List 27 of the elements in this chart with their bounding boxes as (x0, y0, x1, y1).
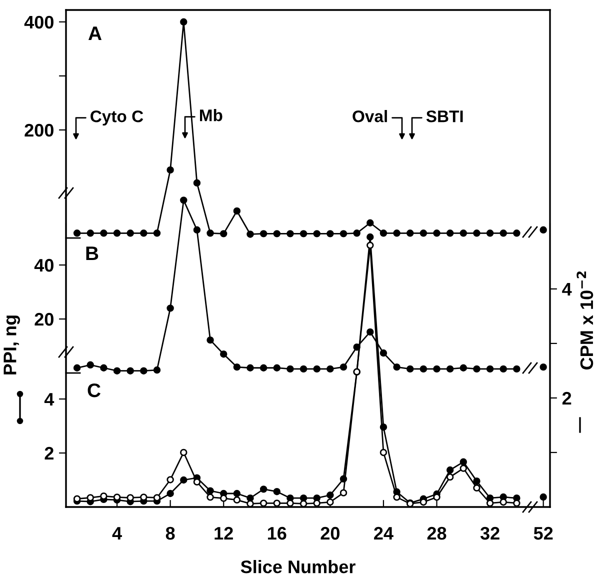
y2-tick-label: 4 (562, 283, 572, 296)
text: A (88, 26, 102, 40)
y-tick-label: 200 (24, 124, 54, 137)
x-tick-label: 12 (214, 526, 233, 540)
x-tick-label: 20 (320, 526, 340, 540)
y2-tick-label: 2 (562, 392, 572, 405)
y-tick-label: 4 (44, 393, 54, 406)
x-axis-title: Slice Number (240, 560, 356, 574)
y-tick-label: 2 (44, 446, 54, 460)
x-tick-label: 16 (268, 526, 286, 540)
annotation: Mb (200, 109, 222, 122)
y-tick-label: 40 (34, 258, 54, 272)
text: B (86, 246, 98, 260)
x-tick-label: 32 (480, 526, 500, 540)
annotation: Cyto C (90, 110, 144, 126)
x-tick-label: 28 (427, 526, 446, 540)
y-tick-label: 20 (34, 312, 54, 326)
y-tick-label: 400 (24, 16, 54, 29)
x-tick-label: 8 (166, 526, 175, 540)
y2-axis-title: CPM x 10$^{−2}$ (576, 271, 594, 370)
text: C (88, 383, 101, 398)
annotation: Oval (352, 110, 387, 122)
x-tick-label: 24 (374, 526, 394, 540)
x-tick-label: 4 (112, 527, 122, 540)
annotation: SBTI (426, 110, 463, 122)
y-axis-title: PPI, ng (4, 316, 20, 374)
x-tick-label: 52 (534, 526, 553, 540)
